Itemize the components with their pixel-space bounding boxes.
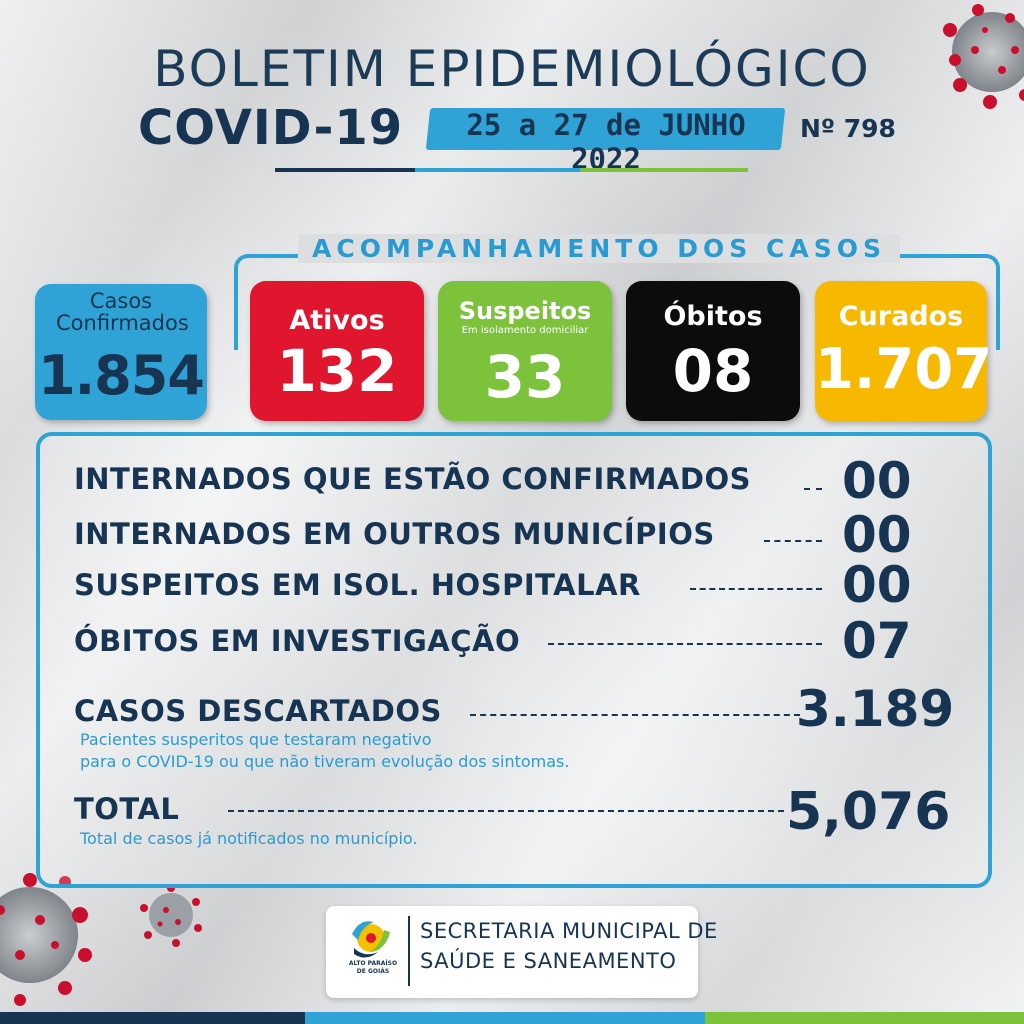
dash-leader <box>690 588 822 590</box>
total-label: TOTAL <box>74 792 180 826</box>
stat-label: SUSPEITOS EM ISOL. HOSPITALAR <box>74 568 641 602</box>
card-confirmados-label: Casos Confirmados <box>35 290 207 334</box>
stat-row: INTERNADOS QUE ESTÃO CONFIRMADOS <box>74 462 751 496</box>
city-logo-icon <box>352 921 390 958</box>
dash-leader <box>470 714 800 716</box>
card-obitos-value: 08 <box>672 337 754 405</box>
card-suspeitos-label: Suspeitos <box>458 297 592 325</box>
discarded-row: CASOS DESCARTADOS <box>74 694 442 728</box>
bottom-bar-blue <box>305 1012 705 1024</box>
title-underline-blue <box>415 168 580 172</box>
title-underline-navy <box>275 168 415 172</box>
virus-icon-small <box>140 884 202 947</box>
card-ativos: Ativos 132 <box>250 281 424 421</box>
footer-org-name: SECRETARIA MUNICIPAL DE SAÚDE E SANEAMEN… <box>420 916 718 976</box>
bottom-bar-green <box>705 1012 1024 1024</box>
stat-value: 00 <box>842 506 912 564</box>
stat-row: INTERNADOS EM OUTROS MUNICÍPIOS <box>74 517 715 551</box>
dash-leader <box>804 488 822 490</box>
logo-caption-line1: ALTO PARAÍSO <box>348 960 398 967</box>
stat-value: 07 <box>842 612 912 670</box>
stat-label: INTERNADOS EM OUTROS MUNICÍPIOS <box>74 517 715 551</box>
card-confirmados-label-text: Casos Confirmados <box>56 289 189 335</box>
stat-value: 00 <box>842 452 912 510</box>
total-row: TOTAL <box>74 792 179 826</box>
dash-leader <box>228 810 784 812</box>
stat-label: ÓBITOS EM INVESTIGAÇÃO <box>74 624 521 658</box>
bottom-bar-navy <box>0 1012 305 1024</box>
total-note: Total de casos já notificados no municíp… <box>80 829 418 848</box>
date-label: 25 a 27 de JUNHO 2022 <box>466 108 746 176</box>
stats-panel <box>36 432 992 888</box>
total-value: 5,076 <box>786 782 951 842</box>
card-confirmados-value: 1.854 <box>38 344 205 407</box>
footer-line2: SAÚDE E SANEAMENTO <box>420 949 677 973</box>
card-obitos-label: Óbitos <box>663 301 763 332</box>
card-ativos-value: 132 <box>276 337 398 405</box>
footer-divider <box>408 916 410 986</box>
bulletin-number: Nº 798 <box>800 114 896 143</box>
card-curados-label: Curados <box>838 301 964 332</box>
discarded-label: CASOS DESCARTADOS <box>74 694 442 728</box>
title-underline-green <box>580 168 748 172</box>
dash-leader <box>548 643 822 645</box>
card-ativos-label: Ativos <box>289 305 385 336</box>
card-confirmados: Casos Confirmados 1.854 <box>35 284 207 420</box>
stat-row: SUSPEITOS EM ISOL. HOSPITALAR <box>74 568 641 602</box>
card-suspeitos-value: 33 <box>484 343 566 411</box>
discarded-note-line2: para o COVID-19 ou que não tiveram evolu… <box>80 752 570 771</box>
discarded-note-line1: Pacientes susperitos que testaram negati… <box>80 730 432 749</box>
page-title: BOLETIM EPIDEMIOLÓGICO <box>153 40 871 98</box>
card-suspeitos: Suspeitos Em isolamento domiciliar 33 <box>438 281 612 421</box>
card-suspeitos-sublabel: Em isolamento domiciliar <box>461 325 589 336</box>
logo-caption: ALTO PARAÍSO DE GOIÁS <box>338 960 408 976</box>
stat-row: ÓBITOS EM INVESTIGAÇÃO <box>74 624 520 658</box>
stat-value: 00 <box>842 556 912 614</box>
section-title: ACOMPANHAMENTO DOS CASOS <box>298 234 900 263</box>
virus-icon-top-right <box>943 4 1024 109</box>
footer-line1: SECRETARIA MUNICIPAL DE <box>420 919 718 943</box>
covid-title: COVID-19 <box>138 100 404 156</box>
logo-caption-line2: DE GOIÁS <box>356 968 390 975</box>
card-curados: Curados 1.707 <box>815 281 993 421</box>
card-curados-value: 1.707 <box>815 337 993 402</box>
dash-leader <box>764 540 822 542</box>
discarded-value: 3.189 <box>796 680 955 738</box>
footer-card <box>326 906 698 998</box>
card-obitos: Óbitos 08 <box>626 281 800 421</box>
stat-label: INTERNADOS QUE ESTÃO CONFIRMADOS <box>74 462 751 496</box>
